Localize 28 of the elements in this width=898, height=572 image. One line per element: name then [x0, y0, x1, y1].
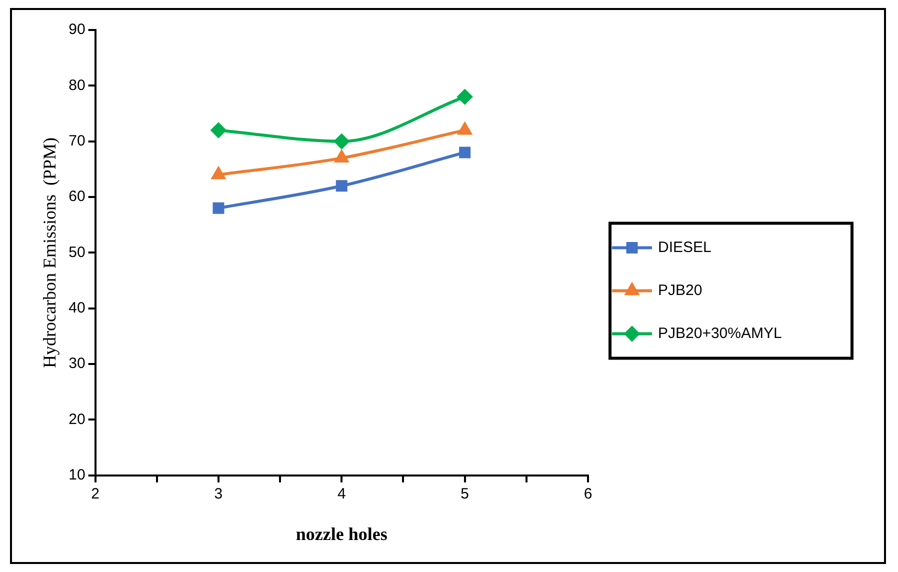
point: [334, 134, 350, 149]
y-tick-label: 40: [68, 300, 86, 317]
y-tick-label: 10: [68, 466, 86, 484]
x-tick-label: 4: [337, 486, 346, 503]
x-tick-label: 6: [584, 486, 592, 503]
x-tick-label: 5: [460, 486, 469, 503]
x-tick-label: 3: [214, 486, 223, 503]
y-tick-label: 20: [68, 410, 86, 428]
y-tick-label: 80: [68, 76, 86, 94]
point: [459, 146, 471, 158]
y-tick-label: 30: [68, 355, 86, 372]
point: [458, 122, 472, 135]
point: [457, 89, 472, 104]
y-tick-label: 50: [68, 244, 86, 261]
point: [210, 122, 226, 138]
y-tick-label: 90: [68, 21, 86, 38]
y-tick-label: 60: [68, 188, 86, 206]
legend-label: PJB20+30%AMYL: [658, 324, 782, 342]
point: [336, 180, 348, 192]
x-axis-title: nozzle holes: [296, 524, 388, 544]
point: [212, 202, 224, 214]
point: [212, 167, 226, 180]
legend-label: PJB20: [658, 282, 702, 299]
x-tick-label: 2: [91, 486, 100, 503]
legend-label: DIESEL: [658, 238, 712, 256]
y-axis-title: Hydrocarbon Emissions (PPM): [40, 137, 60, 368]
point: [334, 150, 348, 163]
y-tick-label: 70: [68, 132, 86, 150]
